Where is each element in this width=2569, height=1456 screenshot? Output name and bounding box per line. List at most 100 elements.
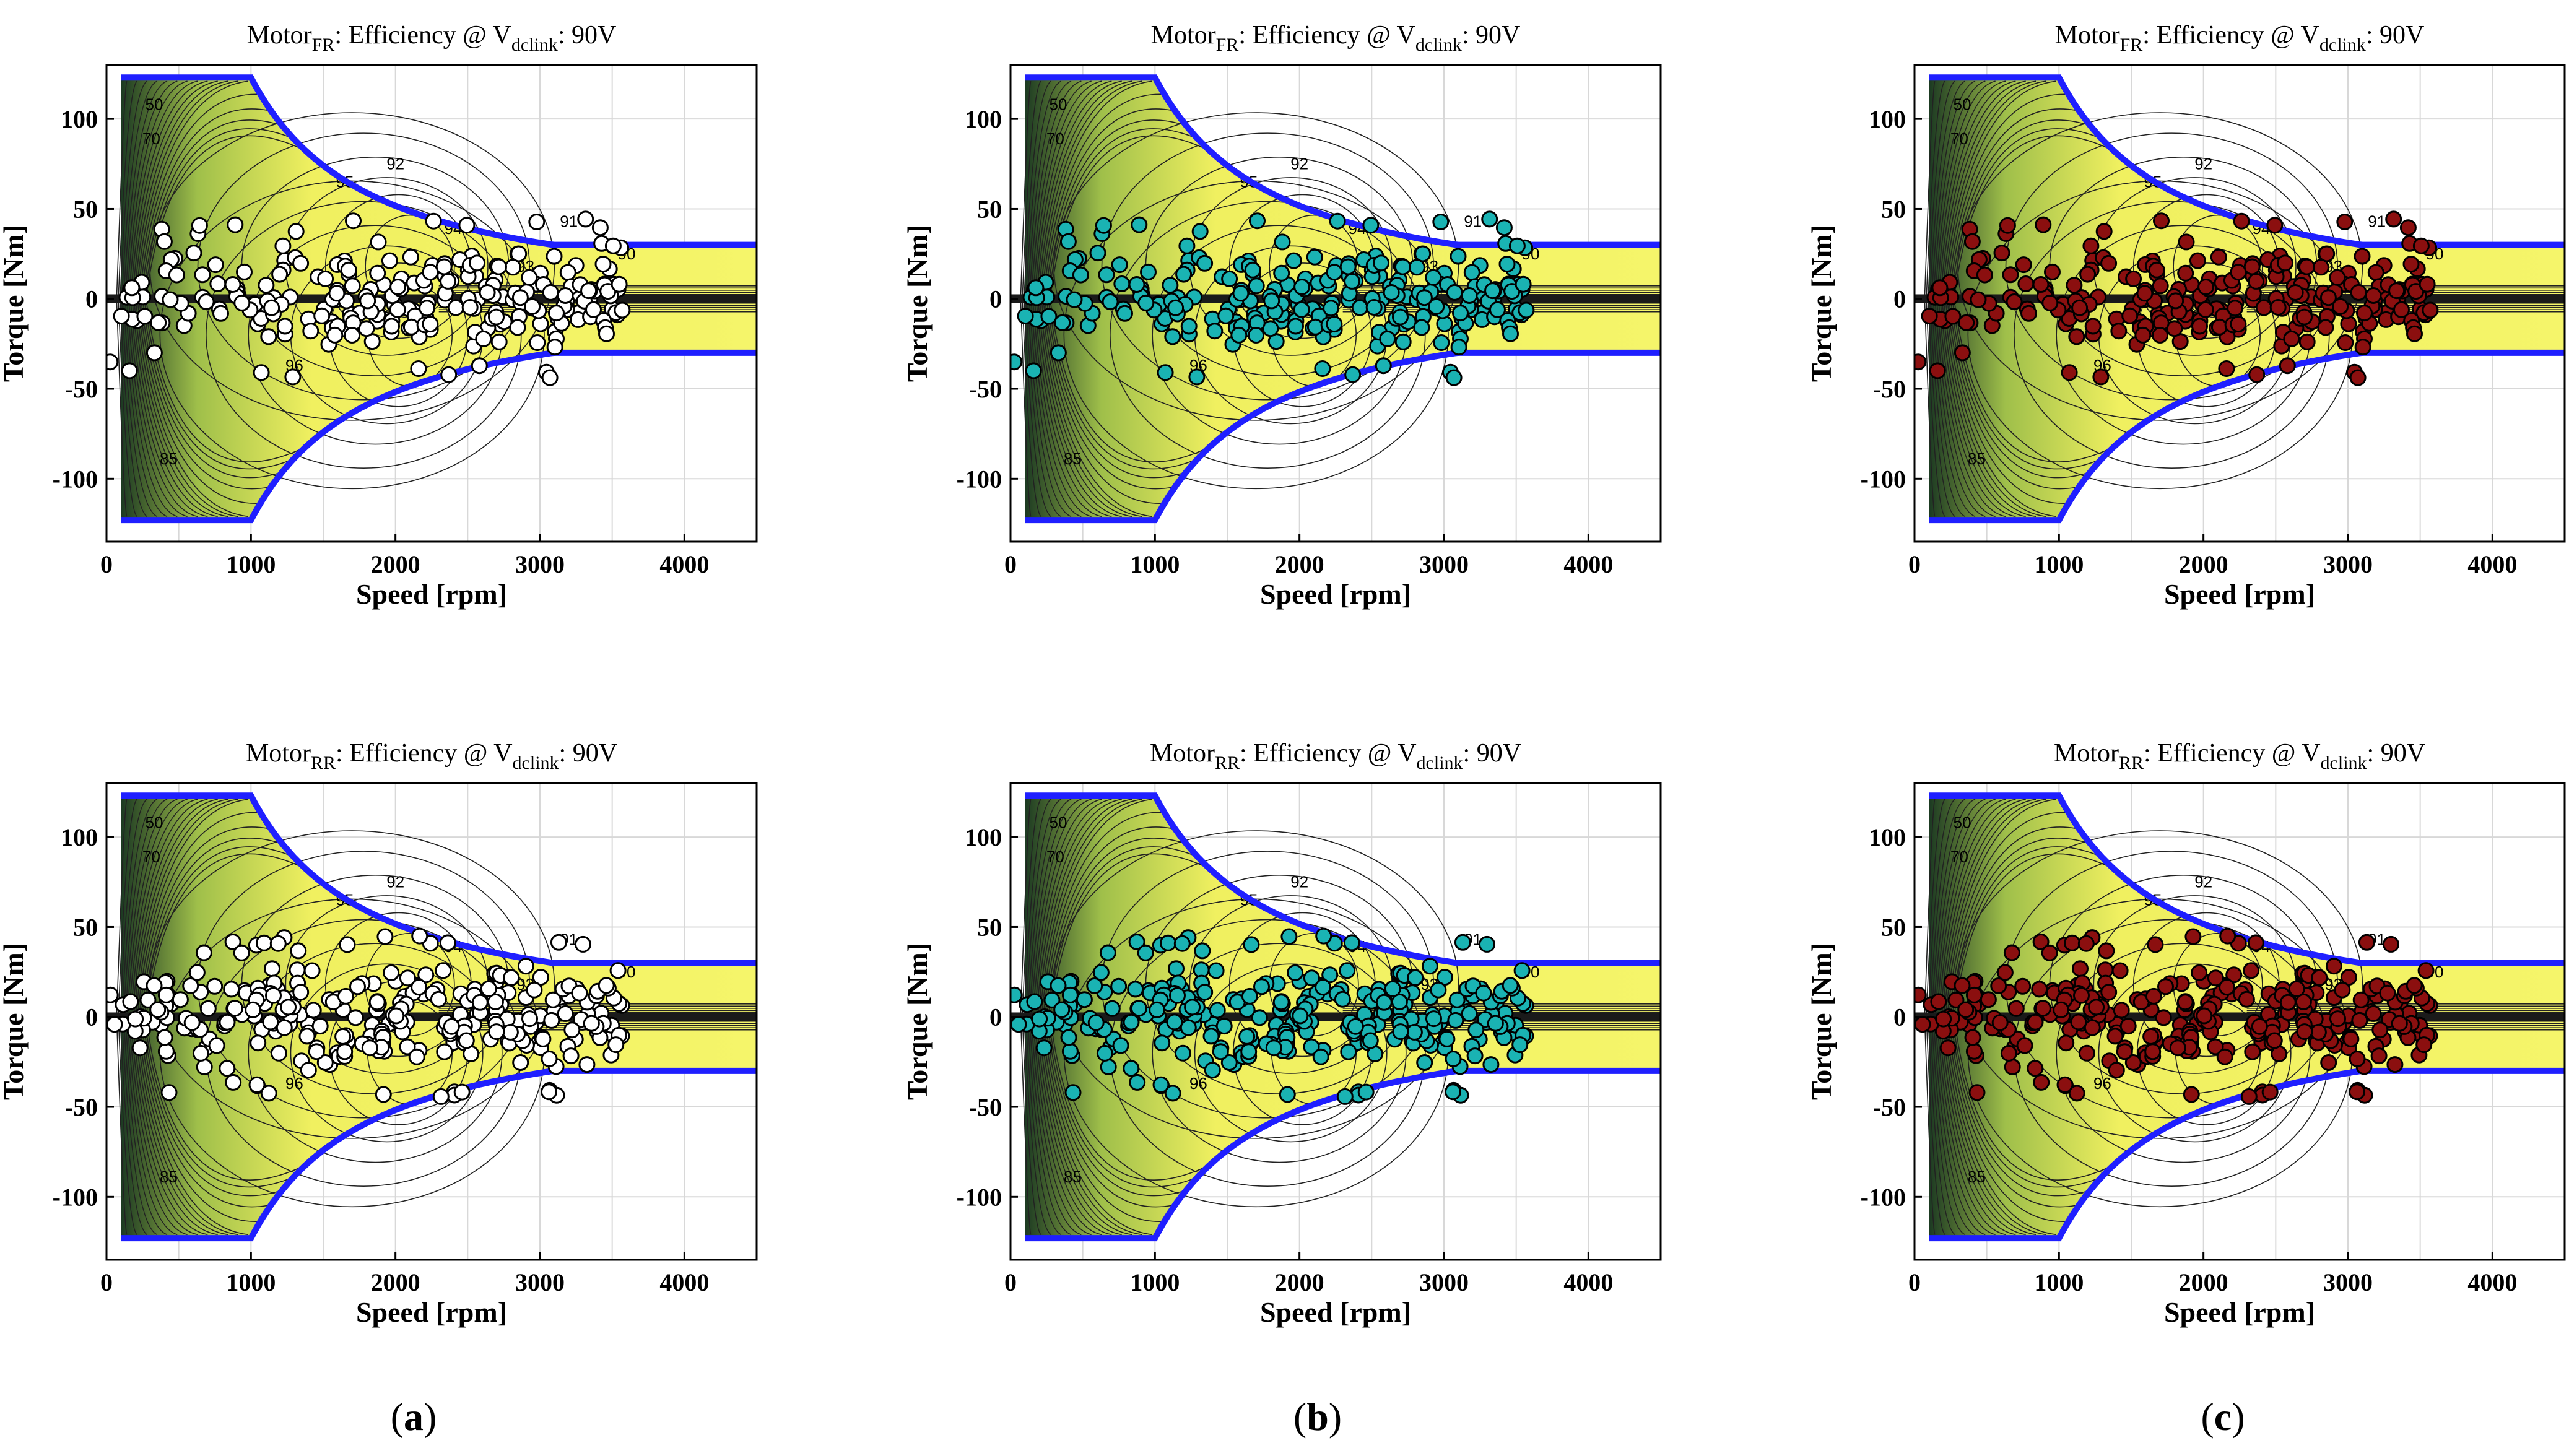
contour-line-upper <box>1041 799 1152 1017</box>
contour-line-upper <box>1928 80 1955 299</box>
contour-line-upper <box>144 128 289 299</box>
operating-point <box>422 264 439 281</box>
operating-point <box>2350 284 2367 301</box>
operating-point <box>2136 285 2154 302</box>
operating-point <box>157 986 175 1003</box>
operating-point <box>1931 279 1949 297</box>
contour-line-lower <box>1945 1016 2056 1236</box>
operating-point <box>2079 266 2097 283</box>
operating-point <box>2251 1018 2268 1035</box>
contour-line-upper <box>1941 80 2037 299</box>
operating-point <box>1279 1086 1296 1103</box>
operating-point <box>1448 991 1466 1008</box>
contour-line-upper <box>1941 799 2037 1017</box>
operating-point <box>1113 275 1131 292</box>
operating-point <box>1230 326 1248 344</box>
operating-point <box>207 256 224 274</box>
contour-label-91: 91 <box>1464 212 1482 231</box>
operating-point <box>2095 223 2113 240</box>
operating-point <box>1076 991 1093 1008</box>
operating-point <box>2320 1054 2337 1071</box>
operating-point <box>453 1083 471 1101</box>
contour-line-lower <box>1035 298 1122 518</box>
contour-label-70: 70 <box>1046 847 1064 866</box>
operating-point <box>191 217 208 234</box>
contour-line-upper <box>140 108 269 299</box>
operating-points <box>1915 210 2439 386</box>
operating-point <box>1204 1062 1221 1079</box>
contour-line-upper <box>1931 80 1976 299</box>
operating-point <box>1215 1018 1233 1035</box>
contour-line-lower <box>1042 1016 1163 1222</box>
operating-point <box>2124 1054 2142 1071</box>
operating-point <box>1202 1028 1220 1045</box>
contour-line-upper <box>128 80 198 299</box>
operating-point <box>2383 935 2399 953</box>
operating-point <box>550 934 567 951</box>
operating-point <box>2318 245 2336 262</box>
operating-point <box>1099 944 1116 961</box>
operating-point <box>580 282 598 300</box>
contour-line-upper <box>1050 135 1203 299</box>
contour-line-upper <box>121 80 158 299</box>
operating-point <box>2329 1010 2346 1028</box>
operating-point <box>1334 990 1351 1008</box>
operating-point <box>347 1009 364 1026</box>
efficiency-map: 95949392919096857050 <box>106 74 757 524</box>
contour-line-lower <box>128 298 198 518</box>
operating-point <box>2298 258 2315 275</box>
contour-line-lower <box>1037 1016 1132 1236</box>
operating-point <box>2311 969 2328 986</box>
operating-point <box>359 292 376 310</box>
operating-point <box>1306 248 1323 266</box>
operating-point <box>2336 214 2354 230</box>
operating-point <box>1238 1028 1256 1045</box>
contour-label-91: 91 <box>2368 212 2386 231</box>
y-tick-label: 0 <box>989 285 1002 313</box>
operating-point <box>1089 245 1106 262</box>
operating-point <box>469 254 486 272</box>
title-part: : Efficiency @ V <box>1238 21 1415 50</box>
operating-point <box>2218 360 2235 377</box>
operating-point <box>2210 248 2227 266</box>
operating-point <box>226 1000 243 1017</box>
operating-point <box>598 325 615 342</box>
operating-point <box>290 942 307 960</box>
contour-line-lower <box>1928 1016 1955 1235</box>
operating-point <box>432 1088 450 1105</box>
operating-point <box>1392 308 1409 326</box>
operating-point <box>2337 334 2354 351</box>
chart-panel-2: 9594939291909685705001000200030004000-10… <box>902 21 1662 610</box>
contour-line-lower <box>1924 1016 1936 1235</box>
operating-point <box>402 248 419 266</box>
operating-point <box>1362 1032 1379 1049</box>
chart-panel-5: 9594939291909685705001000200030004000-10… <box>902 739 1662 1328</box>
title-subscript: dclink <box>511 35 558 55</box>
contour-line-upper <box>120 80 147 299</box>
contour-line-upper <box>1039 80 1142 299</box>
operating-point <box>1164 1085 1181 1102</box>
operating-point <box>2070 1013 2087 1031</box>
contour-island-upper <box>2005 132 2338 401</box>
operating-point <box>490 258 507 275</box>
operating-point <box>399 969 416 987</box>
contour-label-70: 70 <box>142 847 160 866</box>
operating-point <box>2197 279 2215 295</box>
operating-point <box>2296 308 2313 326</box>
operating-point <box>1384 980 1401 997</box>
x-axis-label: Speed [rpm] <box>2164 1296 2315 1328</box>
x-tick-label: 2000 <box>2179 550 2228 578</box>
operating-point <box>1095 217 1112 234</box>
operating-point <box>2370 1047 2388 1065</box>
operating-point <box>1454 934 1471 951</box>
x-tick-label: 0 <box>1908 550 1921 578</box>
operating-point <box>1413 319 1430 336</box>
contour-line-lower <box>1025 298 1062 518</box>
operating-point <box>1466 1047 1484 1065</box>
operating-point <box>542 284 559 301</box>
operating-point <box>328 285 346 302</box>
operating-point <box>1515 275 1532 293</box>
operating-point <box>260 328 277 345</box>
operating-point <box>2197 301 2214 318</box>
contour-line-lower <box>1022 298 1041 517</box>
